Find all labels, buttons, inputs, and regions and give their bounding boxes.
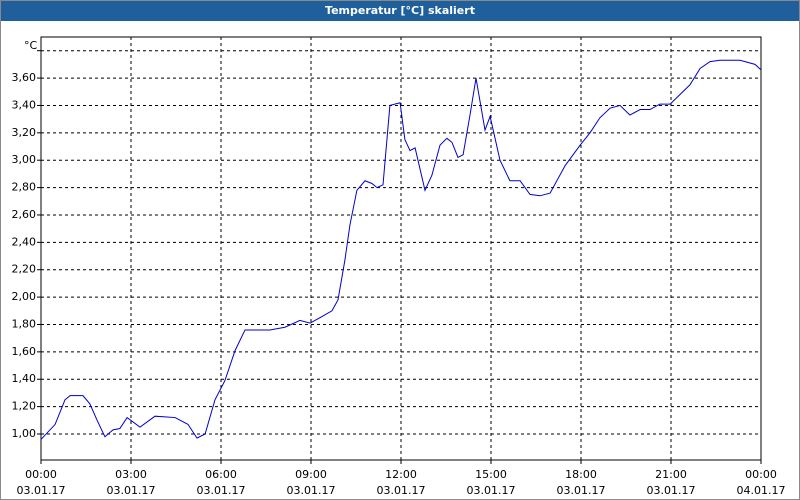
y-tick-label: 2,80 bbox=[12, 181, 37, 194]
x-tick-label: 18:00 bbox=[565, 468, 597, 481]
x-tick-label: 00:00 bbox=[745, 468, 777, 481]
x-tick-label: 15:00 bbox=[475, 468, 507, 481]
plot-border bbox=[40, 36, 762, 461]
y-tick-label: 1,40 bbox=[12, 372, 37, 385]
x-tick-label: 06:00 bbox=[205, 468, 237, 481]
x-tick-date: 03.01.17 bbox=[467, 484, 516, 497]
x-tick-date: 03.01.17 bbox=[107, 484, 156, 497]
x-tick-date: 03.01.17 bbox=[17, 484, 66, 497]
x-tick-label: 12:00 bbox=[385, 468, 417, 481]
x-tick-label: 21:00 bbox=[655, 468, 687, 481]
y-tick-label: 2,60 bbox=[12, 208, 37, 221]
x-tick-label: 00:00 bbox=[25, 468, 57, 481]
x-tick-label: 09:00 bbox=[295, 468, 327, 481]
x-tick-date: 03.01.17 bbox=[377, 484, 426, 497]
y-tick-label: 1,60 bbox=[12, 345, 37, 358]
x-tick-label: 03:00 bbox=[115, 468, 147, 481]
y-tick-label: 2,20 bbox=[12, 263, 37, 276]
y-tick-label: 3,20 bbox=[12, 126, 37, 139]
x-tick-date: 03.01.17 bbox=[557, 484, 606, 497]
title-bar: Temperatur [°C] skaliert bbox=[1, 1, 799, 21]
y-tick-label: 1,00 bbox=[12, 427, 37, 440]
x-tick-date: 04.01.17 bbox=[737, 484, 786, 497]
x-tick-date: 03.01.17 bbox=[647, 484, 696, 497]
y-tick-label: 1,80 bbox=[12, 317, 37, 330]
x-tick-date: 03.01.17 bbox=[197, 484, 246, 497]
y-tick-label: 3,40 bbox=[12, 98, 37, 111]
x-tick-date: 03.01.17 bbox=[287, 484, 336, 497]
y-tick-label: 1,20 bbox=[12, 400, 37, 413]
y-tick-label: 3,00 bbox=[12, 153, 37, 166]
y-tick-label: 2,40 bbox=[12, 235, 37, 248]
data-line bbox=[40, 59, 762, 440]
y-unit: °C bbox=[24, 39, 38, 52]
y-tick-label: 2,00 bbox=[12, 290, 37, 303]
y-tick-label: 3,60 bbox=[12, 71, 37, 84]
